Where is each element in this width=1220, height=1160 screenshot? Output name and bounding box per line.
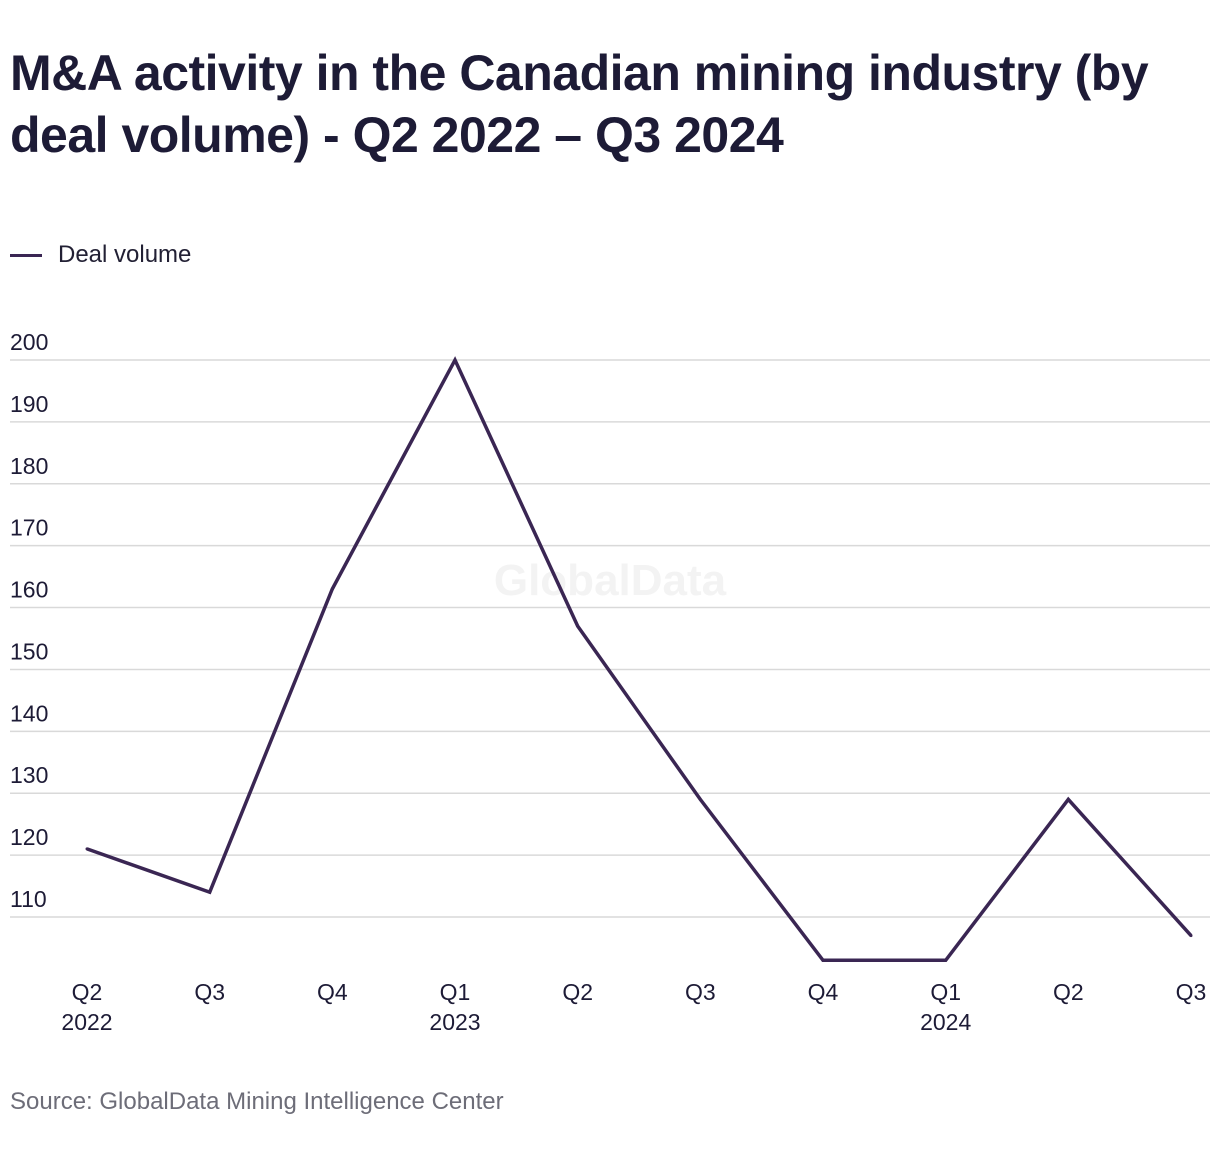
series-layer xyxy=(85,356,1193,963)
legend-label: Deal volume xyxy=(58,241,192,268)
data-point xyxy=(208,890,212,894)
data-point xyxy=(576,624,580,628)
y-tick-label: 120 xyxy=(10,824,48,850)
x-tick-label: Q1 xyxy=(440,979,471,1005)
chart-title: M&A activity in the Canadian mining indu… xyxy=(10,45,1149,163)
x-tick-label: Q3 xyxy=(1176,979,1207,1005)
y-tick-label: 190 xyxy=(10,391,48,417)
y-tick-label: 160 xyxy=(10,577,48,603)
source-note: Source: GlobalData Mining Intelligence C… xyxy=(10,1088,504,1115)
data-point xyxy=(453,358,457,362)
legend-swatch xyxy=(10,253,42,257)
data-point xyxy=(698,797,702,801)
x-tick-label: Q1 xyxy=(930,979,961,1005)
y-tick-label: 200 xyxy=(10,329,48,355)
y-tick-label: 180 xyxy=(10,453,48,479)
watermark: GlobalData xyxy=(494,556,727,605)
y-tick-label: 130 xyxy=(10,762,48,788)
legend: Deal volume xyxy=(10,241,191,269)
x-tick-label: Q3 xyxy=(685,979,716,1005)
gridlines xyxy=(10,359,1210,918)
x-tick-label: Q2 xyxy=(1053,979,1084,1005)
x-tick-label: Q2 xyxy=(72,979,103,1005)
x-tick-label: Q4 xyxy=(808,979,839,1005)
y-tick-label: 140 xyxy=(10,700,48,726)
data-point xyxy=(944,958,948,962)
x-axis-ticks: Q2 2022 Q3 Q4 Q1 2023 Q2 Q3 Q4 Q1 2024 Q2 Q3 xyxy=(61,979,1206,1035)
series-line-deal-volume xyxy=(86,356,1193,963)
x-tick-year-label: 2022 xyxy=(61,1009,112,1035)
data-point xyxy=(330,587,334,591)
x-tick-year-label: 2023 xyxy=(429,1009,480,1035)
data-point xyxy=(1066,797,1070,801)
x-tick-label: Q4 xyxy=(317,979,348,1005)
y-tick-label: 110 xyxy=(10,886,47,912)
x-tick-label: Q3 xyxy=(194,979,225,1005)
line-chart: GlobalData 110 120 130 140 150 160 170 180 190 20… xyxy=(10,329,1210,1035)
y-tick-label: 150 xyxy=(10,638,48,664)
data-point xyxy=(1189,934,1193,938)
x-tick-label: Q2 xyxy=(562,979,593,1005)
y-axis-ticks: 110 120 130 140 150 160 170 180 190 200 xyxy=(10,329,48,912)
x-tick-year-label: 2024 xyxy=(920,1009,971,1035)
data-point xyxy=(821,958,825,962)
y-tick-label: 170 xyxy=(10,515,48,541)
data-point xyxy=(85,847,89,851)
